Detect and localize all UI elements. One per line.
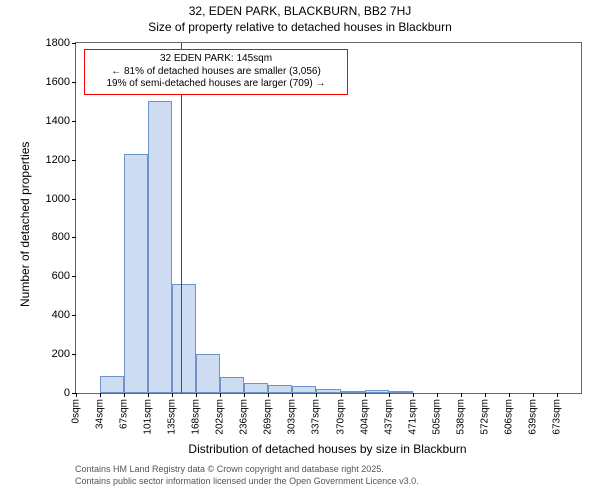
x-tick-label: 337sqm — [311, 399, 322, 435]
chart-title-sub: Size of property relative to detached ho… — [0, 20, 600, 34]
annotation-line: 19% of semi-detached houses are larger (… — [91, 78, 341, 91]
histogram-bar — [268, 385, 292, 393]
histogram-bar — [292, 386, 316, 393]
x-tick-mark — [292, 393, 293, 397]
x-tick-mark — [509, 393, 510, 397]
x-tick-mark — [244, 393, 245, 397]
y-tick-mark — [72, 199, 76, 200]
y-tick-label: 1800 — [46, 37, 70, 49]
histogram-bar — [389, 391, 413, 393]
x-tick-label: 202sqm — [215, 399, 226, 435]
annotation-line: 32 EDEN PARK: 145sqm — [91, 53, 341, 66]
x-tick-mark — [268, 393, 269, 397]
x-tick-mark — [76, 393, 77, 397]
x-tick-mark — [196, 393, 197, 397]
annotation-box: 32 EDEN PARK: 145sqm← 81% of detached ho… — [84, 49, 348, 95]
y-tick-label: 1200 — [46, 154, 70, 166]
x-tick-label: 0sqm — [71, 399, 82, 423]
y-tick-mark — [72, 276, 76, 277]
x-tick-label: 639sqm — [527, 399, 538, 435]
x-tick-label: 101sqm — [143, 399, 154, 435]
x-tick-mark — [533, 393, 534, 397]
histogram-bar — [244, 383, 268, 393]
y-tick-mark — [72, 43, 76, 44]
attribution-line-1: Contains HM Land Registry data © Crown c… — [75, 464, 419, 476]
x-tick-mark — [172, 393, 173, 397]
x-tick-mark — [389, 393, 390, 397]
x-tick-label: 538sqm — [455, 399, 466, 435]
x-tick-mark — [365, 393, 366, 397]
x-tick-label: 269sqm — [263, 399, 274, 435]
y-tick-mark — [72, 160, 76, 161]
y-tick-label: 400 — [52, 309, 70, 321]
y-tick-label: 600 — [52, 270, 70, 282]
y-tick-label: 800 — [52, 231, 70, 243]
histogram-bar — [172, 284, 196, 393]
y-tick-mark — [72, 121, 76, 122]
x-tick-mark — [485, 393, 486, 397]
histogram-bar — [341, 391, 365, 393]
property-marker-line — [181, 43, 182, 393]
x-tick-label: 67sqm — [119, 399, 130, 429]
attribution-line-2: Contains public sector information licen… — [75, 476, 419, 488]
histogram-bar — [100, 376, 124, 394]
x-tick-mark — [100, 393, 101, 397]
x-tick-mark — [124, 393, 125, 397]
histogram-bar — [196, 354, 220, 393]
x-tick-mark — [341, 393, 342, 397]
x-axis-label: Distribution of detached houses by size … — [75, 442, 580, 456]
x-tick-label: 505sqm — [431, 399, 442, 435]
x-tick-label: 34sqm — [95, 399, 106, 429]
y-tick-label: 0 — [64, 387, 70, 399]
x-tick-label: 370sqm — [335, 399, 346, 435]
y-axis-label: Number of detached properties — [18, 142, 32, 307]
x-tick-mark — [413, 393, 414, 397]
annotation-line: ← 81% of detached houses are smaller (3,… — [91, 66, 341, 79]
histogram-bar — [365, 390, 389, 393]
y-tick-label: 1400 — [46, 115, 70, 127]
x-tick-mark — [220, 393, 221, 397]
y-tick-mark — [72, 82, 76, 83]
y-tick-mark — [72, 354, 76, 355]
x-tick-label: 673sqm — [551, 399, 562, 435]
histogram-bar — [124, 154, 148, 393]
histogram-bar — [220, 377, 244, 393]
y-tick-mark — [72, 315, 76, 316]
histogram-bar — [316, 389, 340, 393]
x-tick-label: 606sqm — [503, 399, 514, 435]
y-tick-label: 200 — [52, 348, 70, 360]
x-tick-label: 168sqm — [191, 399, 202, 435]
y-tick-mark — [72, 237, 76, 238]
attribution-text: Contains HM Land Registry data © Crown c… — [75, 464, 419, 487]
x-tick-label: 572sqm — [479, 399, 490, 435]
x-tick-label: 471sqm — [407, 399, 418, 435]
chart-container: 32, EDEN PARK, BLACKBURN, BB2 7HJ Size o… — [0, 0, 600, 500]
plot-area: 0200400600800100012001400160018000sqm34s… — [75, 42, 582, 394]
x-tick-label: 437sqm — [383, 399, 394, 435]
x-tick-mark — [148, 393, 149, 397]
x-tick-mark — [437, 393, 438, 397]
x-tick-mark — [316, 393, 317, 397]
y-tick-label: 1000 — [46, 193, 70, 205]
x-tick-mark — [461, 393, 462, 397]
x-tick-label: 404sqm — [359, 399, 370, 435]
y-tick-label: 1600 — [46, 76, 70, 88]
x-tick-label: 236sqm — [239, 399, 250, 435]
chart-title-main: 32, EDEN PARK, BLACKBURN, BB2 7HJ — [0, 4, 600, 18]
x-tick-label: 303sqm — [287, 399, 298, 435]
x-tick-label: 135sqm — [167, 399, 178, 435]
histogram-bar — [148, 101, 172, 393]
x-tick-mark — [557, 393, 558, 397]
